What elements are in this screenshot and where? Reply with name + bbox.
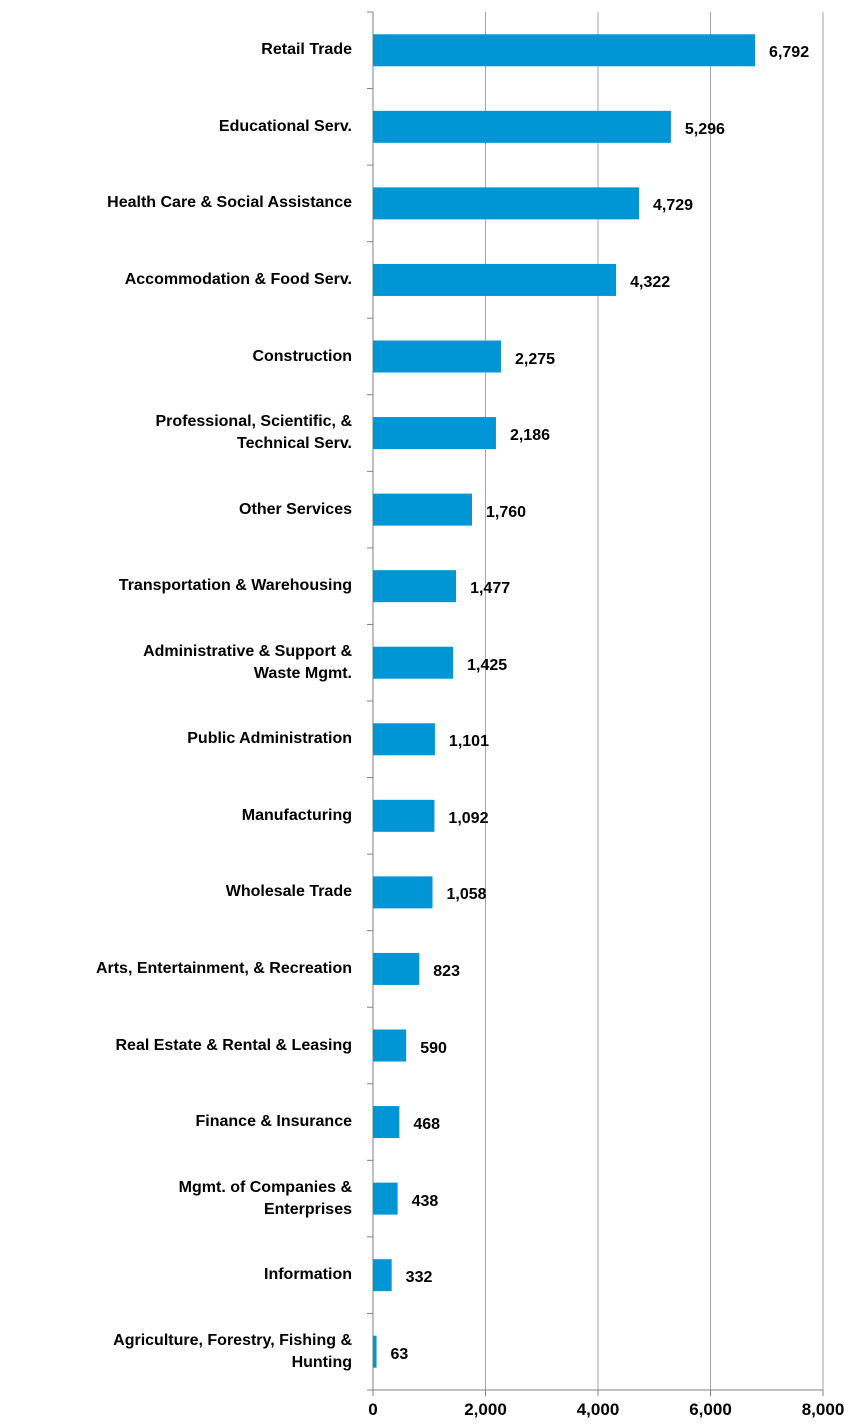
data-label: 1,092 — [448, 809, 489, 827]
bar — [373, 110, 671, 143]
x-tick-label: 6,000 — [689, 1400, 732, 1419]
data-label: 1,477 — [470, 580, 511, 598]
y-tick-label: Real Estate & Rental & Leasing — [115, 1036, 352, 1054]
bar — [373, 570, 457, 603]
data-label: 6,792 — [769, 44, 810, 62]
y-tick-label: Construction — [252, 347, 352, 365]
x-tick-label: 0 — [368, 1400, 378, 1419]
bar — [373, 417, 496, 450]
bar — [373, 646, 454, 679]
bar — [373, 187, 640, 220]
data-label: 438 — [411, 1192, 439, 1210]
bar — [373, 263, 617, 296]
y-tick-label: Other Services — [239, 500, 352, 518]
data-label: 1,425 — [467, 656, 508, 674]
data-label: 4,729 — [653, 197, 694, 215]
bar — [373, 799, 435, 832]
y-tick-label: Information — [264, 1266, 352, 1284]
y-tick-label: Accommodation & Food Serv. — [124, 270, 352, 288]
bar — [373, 952, 420, 985]
y-tick-label: Arts, Entertainment, & Recreation — [95, 959, 352, 977]
y-tick-label: Finance & Insurance — [195, 1113, 353, 1131]
data-label: 823 — [433, 962, 460, 980]
y-tick-label: Health Care & Social Assistance — [107, 194, 352, 212]
bar — [373, 34, 756, 67]
y-tick-label: Professional, Scientific, & Technical Se… — [155, 413, 353, 453]
data-label: 63 — [390, 1345, 409, 1363]
bar — [373, 1029, 407, 1062]
y-tick-label: Manufacturing — [241, 806, 352, 824]
data-label: 4,322 — [630, 273, 671, 291]
y-tick-label: Agriculture, Forestry, Fishing & Hunting — [113, 1331, 352, 1371]
data-label: 2,275 — [514, 350, 556, 368]
y-tick-label: Wholesale Trade — [225, 883, 352, 901]
bar — [373, 876, 433, 909]
data-label: 468 — [413, 1116, 441, 1134]
data-label: 5,296 — [684, 120, 725, 138]
y-tick-label: Mgmt. of Companies & Enterprises — [178, 1178, 352, 1218]
data-label: 590 — [420, 1039, 447, 1057]
y-tick-label: Public Administration — [187, 730, 352, 748]
bar — [373, 1106, 400, 1139]
bar — [373, 1335, 377, 1368]
x-tick-label: 4,000 — [576, 1400, 620, 1419]
y-tick-label: Educational Serv. — [218, 117, 352, 135]
data-label: 2,186 — [509, 427, 550, 445]
y-tick-label: Transportation & Warehousing — [118, 577, 352, 595]
y-tick-label: Retail Trade — [261, 41, 352, 59]
data-label: 1,760 — [486, 503, 527, 521]
x-tick-label: 2,000 — [464, 1400, 507, 1419]
x-tick-label: 8,000 — [801, 1400, 845, 1419]
y-tick-label: Administrative & Support & Waste Mgmt. — [143, 642, 352, 682]
bar — [373, 723, 435, 756]
bar — [373, 493, 472, 526]
bar — [373, 340, 501, 373]
data-label: 332 — [405, 1269, 433, 1287]
data-label: 1,058 — [446, 886, 487, 904]
data-label: 1,101 — [448, 733, 489, 751]
bar — [373, 1182, 398, 1215]
bar — [373, 1259, 392, 1292]
